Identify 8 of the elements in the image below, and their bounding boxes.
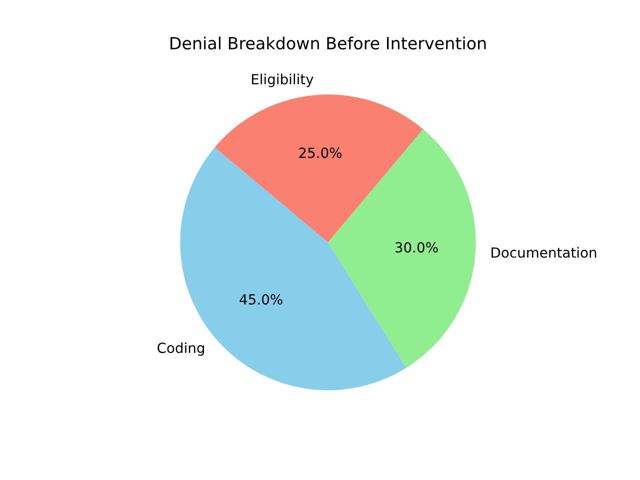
slice-label: Coding (158, 342, 204, 356)
slice-label: Documentation (492, 247, 596, 258)
slice-label: Eligibility (252, 74, 314, 88)
data-label: 45.0% (240, 294, 282, 305)
data-label: 25.0% (299, 148, 342, 158)
pie-slice (214, 94, 424, 242)
chart-title: Denial Breakdown Before Intervention (170, 36, 486, 50)
data-label: 30.0% (395, 242, 438, 253)
